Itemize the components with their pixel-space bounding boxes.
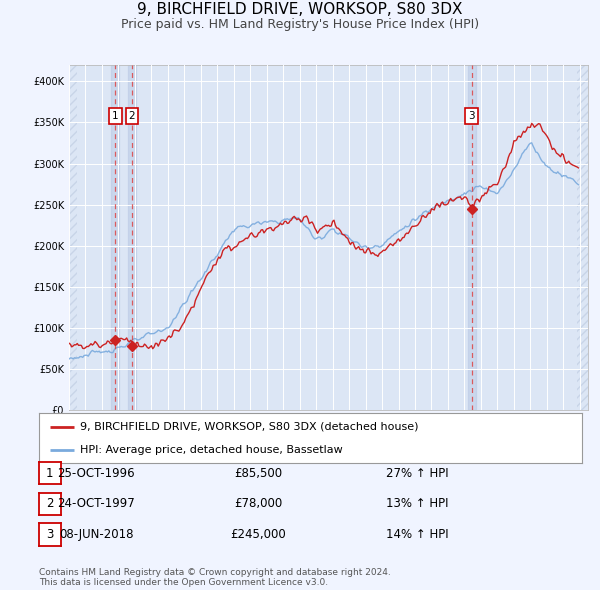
Text: HPI: Average price, detached house, Bassetlaw: HPI: Average price, detached house, Bass… [80,445,343,455]
Text: £78,000: £78,000 [234,497,282,510]
Text: 25-OCT-1996: 25-OCT-1996 [57,467,135,480]
Text: 1: 1 [112,111,119,121]
Text: 14% ↑ HPI: 14% ↑ HPI [386,528,448,541]
Text: Contains HM Land Registry data © Crown copyright and database right 2024.
This d: Contains HM Land Registry data © Crown c… [39,568,391,587]
Text: 1: 1 [46,467,53,480]
Text: 2: 2 [46,497,53,510]
Bar [69,65,77,410]
Bar [467,65,476,410]
Text: 3: 3 [469,111,475,121]
Text: 24-OCT-1997: 24-OCT-1997 [57,497,135,510]
Text: 2: 2 [128,111,135,121]
Text: 27% ↑ HPI: 27% ↑ HPI [386,467,448,480]
Text: Price paid vs. HM Land Registry's House Price Index (HPI): Price paid vs. HM Land Registry's House … [121,18,479,31]
Text: 9, BIRCHFIELD DRIVE, WORKSOP, S80 3DX: 9, BIRCHFIELD DRIVE, WORKSOP, S80 3DX [137,2,463,17]
Text: 9, BIRCHFIELD DRIVE, WORKSOP, S80 3DX (detached house): 9, BIRCHFIELD DRIVE, WORKSOP, S80 3DX (d… [80,421,418,431]
Text: 08-JUN-2018: 08-JUN-2018 [59,528,133,541]
Bar [111,65,119,410]
Bar [577,65,600,410]
Bar [128,65,136,410]
Text: 3: 3 [46,528,53,541]
Text: £245,000: £245,000 [230,528,286,541]
Text: £85,500: £85,500 [234,467,282,480]
Text: 13% ↑ HPI: 13% ↑ HPI [386,497,448,510]
